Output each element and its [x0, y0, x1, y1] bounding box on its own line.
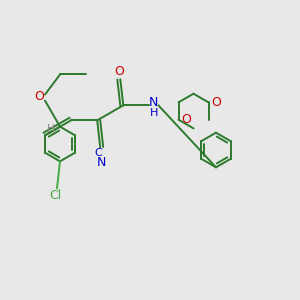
Text: Cl: Cl — [50, 189, 61, 202]
Text: H: H — [150, 108, 158, 118]
Text: O: O — [211, 96, 221, 109]
Text: O: O — [181, 113, 191, 126]
Text: N: N — [97, 156, 106, 170]
Text: N: N — [149, 96, 159, 109]
Text: O: O — [35, 90, 44, 103]
Text: H: H — [47, 124, 55, 134]
Text: C: C — [95, 148, 103, 158]
Text: O: O — [114, 65, 124, 78]
